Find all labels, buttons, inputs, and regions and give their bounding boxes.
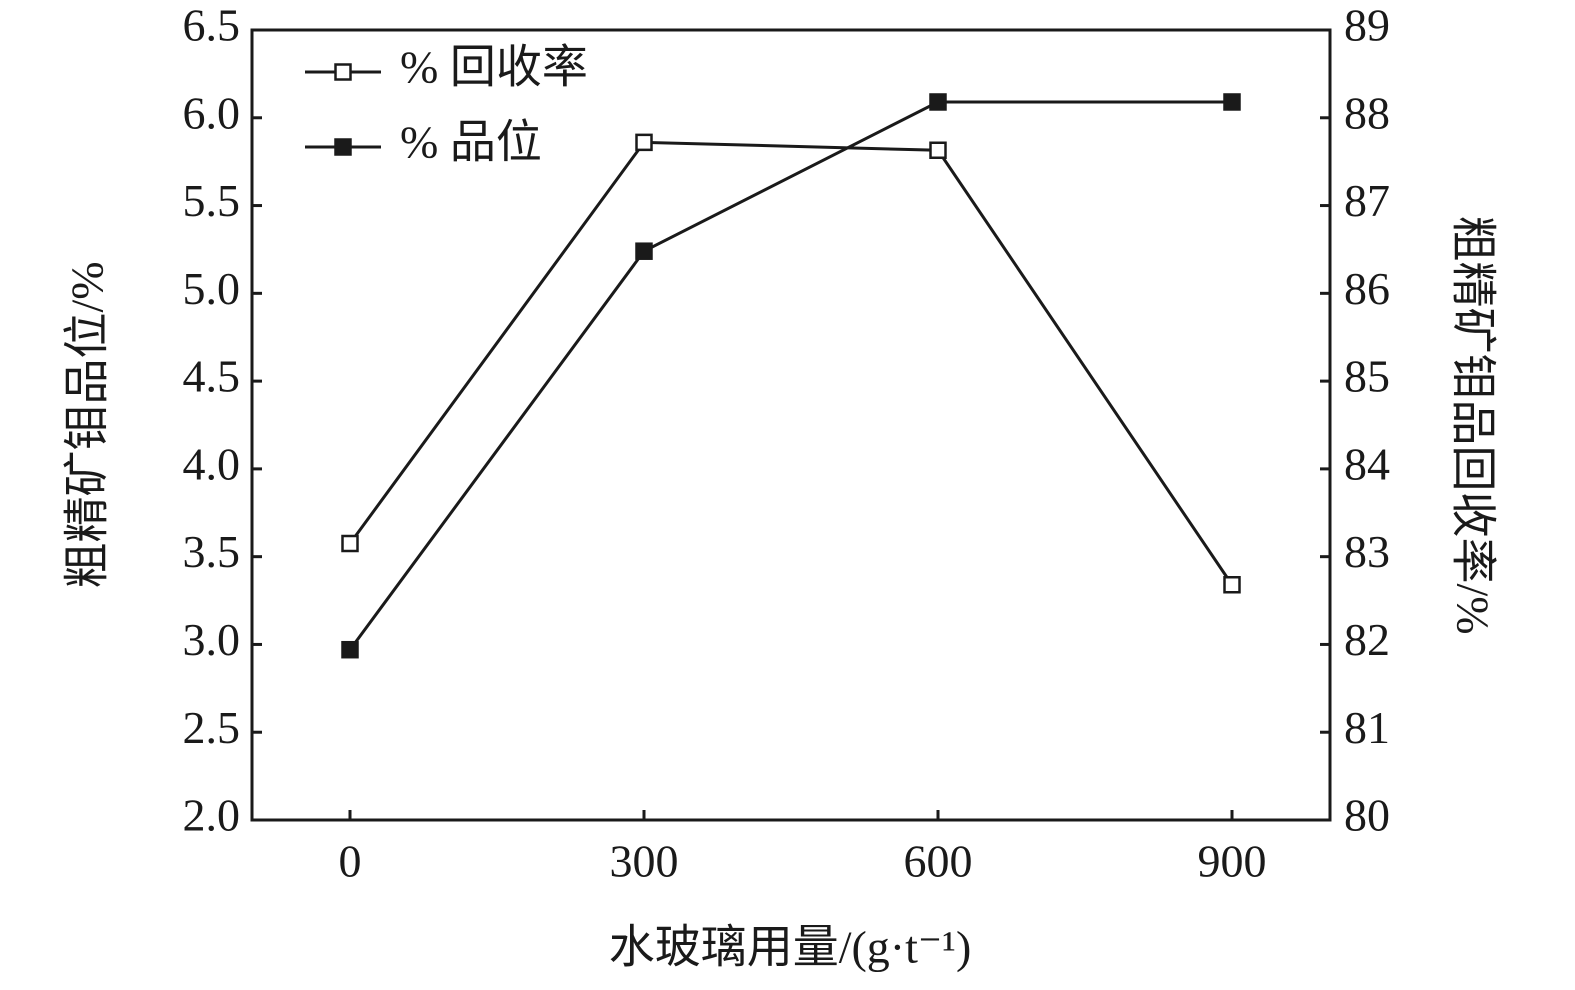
x-tick-label: 900 <box>1198 836 1267 887</box>
y2-tick-label: 84 <box>1344 438 1390 489</box>
plot-frame <box>250 28 1332 822</box>
marker <box>635 242 653 260</box>
marker <box>1223 576 1241 594</box>
legend-marker <box>334 63 352 81</box>
marker <box>341 640 359 659</box>
y-axis-label: 粗精矿钼品位/% <box>62 261 113 588</box>
y2-tick-label: 81 <box>1344 702 1390 753</box>
y2-axis-label: 粗精矿钼品回收率/% <box>1447 215 1498 634</box>
marker <box>341 534 359 553</box>
y-tick-label: 6.0 <box>183 87 241 138</box>
y2-tick-label: 82 <box>1344 614 1390 665</box>
x-tick-label: 600 <box>904 836 973 887</box>
y2-tick-label: 80 <box>1344 790 1390 841</box>
y-tick-label: 4.0 <box>183 438 241 489</box>
y-tick-label: 5.0 <box>183 263 241 314</box>
y2-tick-label: 87 <box>1344 175 1390 226</box>
x-axis-label: 水玻璃用量/(g·t⁻¹) <box>609 922 972 973</box>
y-tick-label: 3.0 <box>183 614 241 665</box>
y-tick-label: 2.0 <box>183 790 241 841</box>
y2-tick-label: 85 <box>1344 351 1390 402</box>
y-tick-label: 6.5 <box>183 0 241 51</box>
y-tick-label: 5.5 <box>183 175 241 226</box>
y2-tick-label: 83 <box>1344 526 1390 577</box>
y2-tick-label: 89 <box>1344 0 1390 51</box>
marker <box>929 93 947 111</box>
marker <box>1223 93 1241 111</box>
legend-marker <box>334 138 352 156</box>
y-tick-label: 3.5 <box>183 526 241 577</box>
y2-tick-label: 88 <box>1344 87 1390 138</box>
x-tick-label: 300 <box>610 836 679 887</box>
y2-tick-label: 86 <box>1344 263 1390 314</box>
y-tick-label: 4.5 <box>183 351 241 402</box>
legend-label: % 品位 <box>400 117 542 168</box>
series-line <box>348 100 1232 651</box>
legend-label: % 回收率 <box>400 42 588 93</box>
series-line <box>348 140 1234 586</box>
x-tick-label: 0 <box>339 836 362 887</box>
y-tick-label: 2.5 <box>183 702 241 753</box>
marker <box>635 133 653 152</box>
marker <box>929 141 947 160</box>
